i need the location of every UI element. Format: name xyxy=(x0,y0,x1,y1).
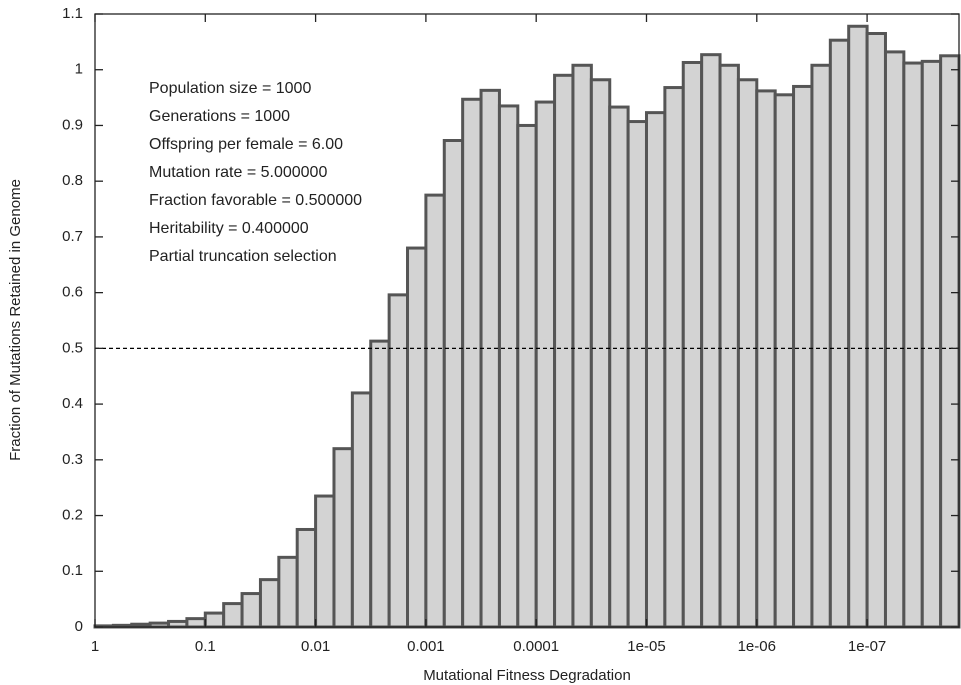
annotation: Fraction favorable = 0.500000 xyxy=(149,192,362,209)
bar xyxy=(902,61,924,629)
y-tick-label: 1 xyxy=(75,61,83,78)
bar xyxy=(258,578,281,629)
y-tick-label: 0.4 xyxy=(62,395,83,412)
x-tick-label: 0.001 xyxy=(407,638,445,655)
bar xyxy=(479,88,501,629)
bar xyxy=(718,63,740,629)
bar xyxy=(571,63,593,629)
x-tick-label: 0.01 xyxy=(301,638,330,655)
x-tick-label: 1e-07 xyxy=(848,638,886,655)
bar xyxy=(773,93,796,629)
annotation: Partial truncation selection xyxy=(149,248,337,265)
bar xyxy=(277,555,299,629)
annotation: Offspring per female = 6.00 xyxy=(149,136,343,153)
x-tick-label: 0.1 xyxy=(195,638,216,655)
x-tick-label: 1e-05 xyxy=(627,638,665,655)
bar xyxy=(240,592,262,629)
bar xyxy=(883,50,906,629)
bar xyxy=(516,123,538,629)
annotation: Population size = 1000 xyxy=(149,80,311,97)
bar xyxy=(865,32,887,629)
y-tick-label: 0.7 xyxy=(62,228,83,245)
bar xyxy=(442,139,465,629)
annotation: Generations = 1000 xyxy=(149,108,290,125)
bar xyxy=(847,24,869,629)
bar xyxy=(167,619,189,629)
x-tick-label: 0.0001 xyxy=(513,638,559,655)
bar xyxy=(553,73,575,629)
plot-border xyxy=(94,13,960,628)
bar xyxy=(608,105,630,629)
bar xyxy=(295,527,318,629)
bar xyxy=(314,494,336,629)
bar xyxy=(736,78,759,629)
bar xyxy=(185,617,207,629)
y-tick-label: 1.1 xyxy=(62,5,83,22)
bar xyxy=(424,193,446,629)
bar xyxy=(626,120,648,629)
annotation: Mutation rate = 5.000000 xyxy=(149,164,327,181)
bar xyxy=(828,38,851,629)
y-tick-label: 0.6 xyxy=(62,284,83,301)
bar xyxy=(222,602,244,629)
bar xyxy=(700,53,722,629)
bar xyxy=(810,63,832,629)
bar xyxy=(920,59,943,629)
x-tick-label: 1 xyxy=(91,638,99,655)
y-tick-label: 0.9 xyxy=(62,116,83,133)
y-tick-label: 0.8 xyxy=(62,172,83,189)
bar xyxy=(681,60,704,629)
y-tick-label: 0 xyxy=(75,618,83,635)
x-axis-label: Mutational Fitness Degradation xyxy=(423,667,631,684)
bar xyxy=(589,78,612,629)
annotation: Heritability = 0.400000 xyxy=(149,220,309,237)
bar xyxy=(663,86,685,629)
bar xyxy=(792,84,814,629)
bar xyxy=(203,611,226,629)
bar xyxy=(497,104,520,629)
bar xyxy=(332,447,354,629)
y-tick-label: 0.1 xyxy=(62,562,83,579)
bar xyxy=(369,339,391,629)
y-tick-label: 0.3 xyxy=(62,451,83,468)
bar xyxy=(755,89,777,629)
bar xyxy=(461,97,483,629)
bar xyxy=(939,54,961,629)
y-tick-label: 0.5 xyxy=(62,339,83,356)
bar xyxy=(350,391,373,629)
bar xyxy=(644,111,667,629)
y-axis-label: Fraction of Mutations Retained in Genome xyxy=(7,179,24,461)
y-tick-label: 0.2 xyxy=(62,507,83,524)
bar xyxy=(534,100,557,629)
bar xyxy=(387,293,410,629)
bar xyxy=(406,246,428,629)
x-tick-label: 1e-06 xyxy=(738,638,776,655)
